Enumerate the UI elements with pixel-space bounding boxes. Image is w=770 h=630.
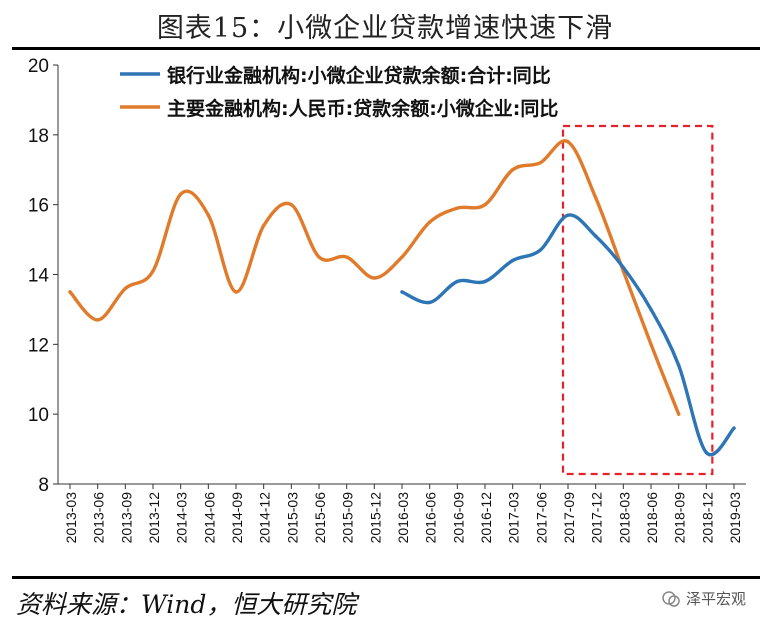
x-tick-label: 2015-12 [367,492,383,544]
x-tick-label: 2017-06 [533,492,549,544]
data-point [510,168,515,172]
data-point [372,276,377,280]
y-tick-label: 16 [28,196,49,217]
data-point [455,206,460,210]
data-point [649,342,653,347]
data-point [261,223,266,228]
top-rule [12,47,760,50]
series-layer [68,139,736,457]
data-point [178,192,183,196]
watermark-text: 泽平宏观 [685,590,746,608]
x-tick-label: 2017-09 [561,492,577,544]
data-point [483,202,487,207]
x-tick-label: 2018-03 [616,492,632,544]
x-tick-label: 2013-03 [63,492,79,544]
x-tick-label: 2014-09 [229,492,245,544]
data-point [510,258,515,263]
x-tick-label: 2017-12 [589,492,605,544]
data-point [68,290,72,294]
x-tick-label: 2013-06 [91,492,107,544]
data-point [732,426,736,430]
data-point [621,265,626,270]
chart-title: 图表15：小微企业贷款增速快速下滑 [156,13,614,44]
x-tick-label: 2014-12 [257,492,273,544]
x-tick-label: 2014-03 [174,492,190,544]
data-point [593,234,598,238]
series-line [400,213,736,457]
data-point [649,307,653,312]
chart-axes: 8 10 12 14 16 18 20 2013-03 2013-06 2013-09 2013-1… [28,56,746,543]
data-point [566,213,570,217]
y-tick-label: 8 [38,475,49,496]
x-tick-label: 2015-06 [312,492,328,544]
watermark: 泽平宏观 [661,588,746,609]
data-point [427,300,432,305]
data-point [400,290,404,294]
x-tick-label: 2016-03 [395,492,411,544]
data-point [123,286,128,291]
data-point [538,161,543,165]
wechat-icon [662,590,680,607]
data-point [234,290,238,294]
x-tick-label: 2018-12 [699,492,715,544]
data-point [289,202,294,207]
bottom-rule [12,576,760,579]
data-point [206,213,211,217]
data-point [151,269,155,273]
data-point [455,279,460,284]
x-tick-label: 2013-09 [118,492,134,544]
data-point [344,255,349,259]
data-point [566,140,570,144]
legend-label: 银行业金融机构:小微企业贷款余额:合计:同比 [167,64,551,87]
y-tick-label: 18 [28,126,49,147]
y-tick-label: 10 [28,405,49,426]
x-tick-label: 2016-09 [450,492,466,544]
x-tick-label: 2016-12 [478,492,494,544]
y-tick-label: 14 [28,266,50,287]
x-tick-label: 2019-03 [727,492,743,544]
data-point [676,412,681,416]
y-tick-label: 20 [28,56,49,77]
data-point [593,195,598,200]
source-note: 资料来源：Wind，恒大研究院 [16,590,357,619]
x-tick-label: 2014-06 [201,492,217,544]
legend-label: 主要金融机构:人民币:贷款余额:小微企业:同比 [167,97,558,120]
data-point [483,279,487,284]
x-tick-label: 2016-06 [423,492,439,544]
data-point [676,363,681,367]
data-point [538,248,543,252]
legend: 银行业金融机构:小微企业贷款余额:合计:同比主要金融机构:人民币:贷款余额:小微… [120,64,558,120]
x-tick-label: 2018-06 [644,492,660,544]
highlight-layer [561,124,714,476]
data-point [95,318,100,322]
y-tick-label: 12 [28,335,49,356]
data-point [427,220,432,224]
x-tick-label: 2015-03 [284,492,300,544]
x-tick-label: 2017-03 [506,492,522,544]
data-point [704,450,709,455]
data-point [400,255,404,259]
x-tick-label: 2018-09 [672,492,688,544]
x-tick-label: 2013-12 [146,492,162,544]
data-point [317,255,321,259]
x-tick-label: 2015-09 [340,492,356,544]
highlight-box [561,124,714,476]
